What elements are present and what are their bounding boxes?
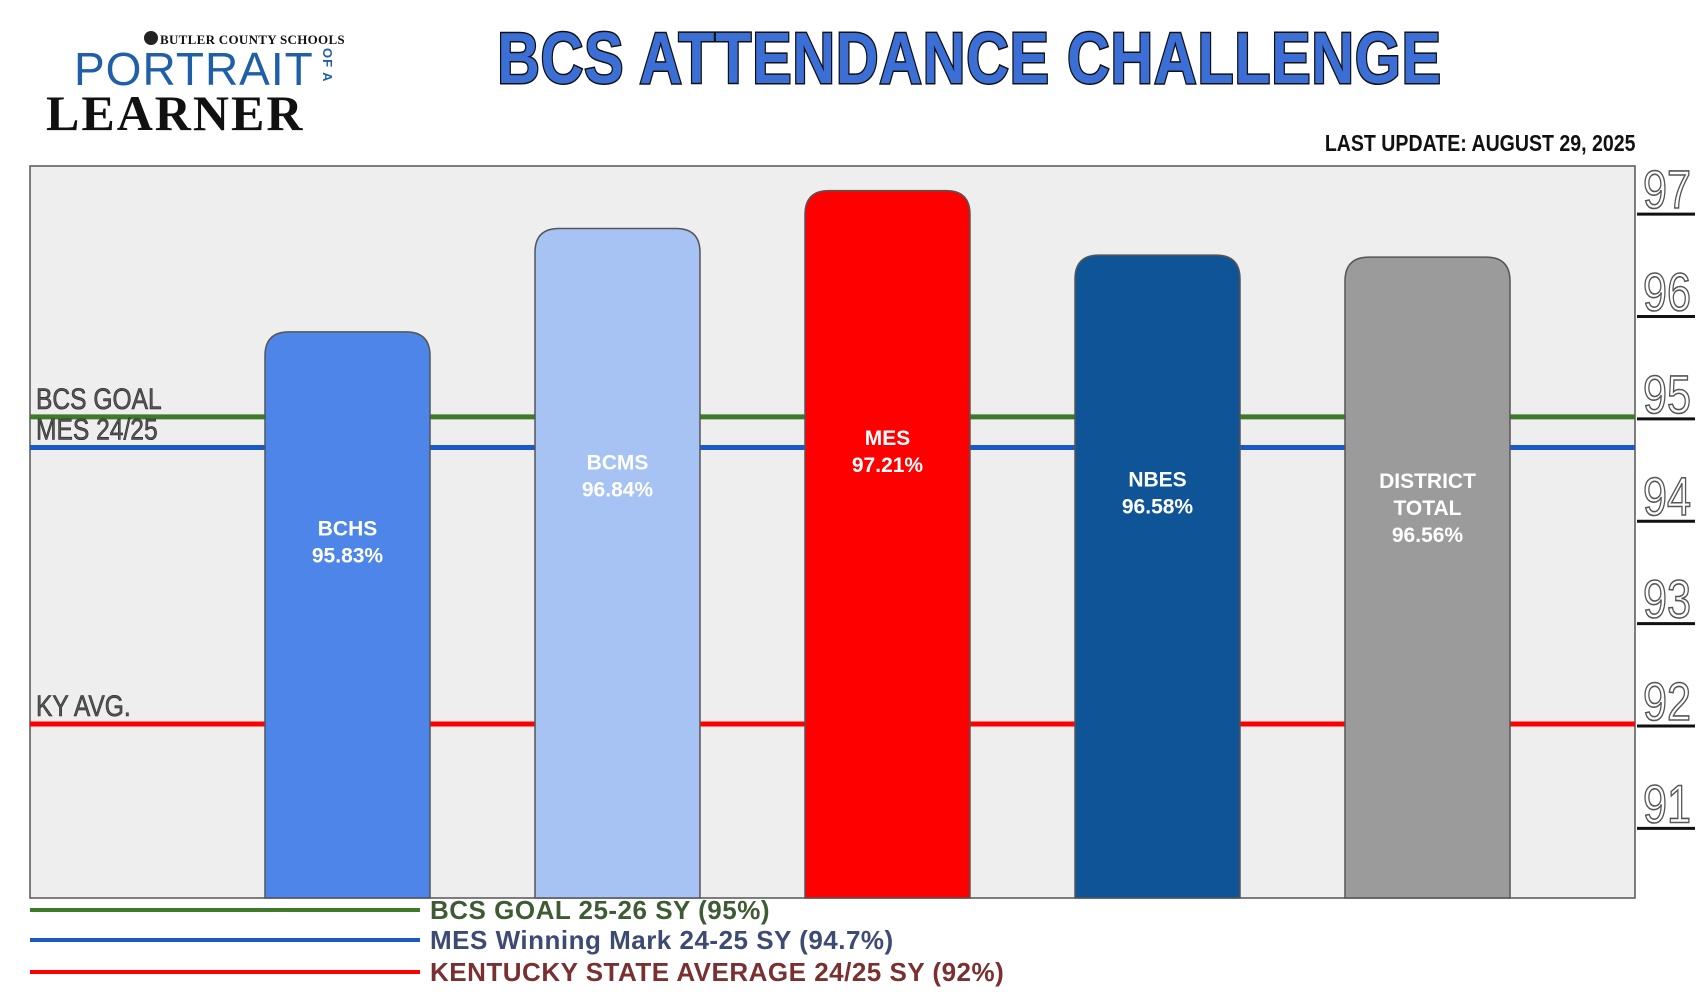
legend-line-mes — [30, 938, 420, 942]
legend: BCS GOAL 25-26 SY (95%) MES Winning Mark… — [30, 895, 1330, 995]
school-seal-icon — [144, 31, 158, 45]
bar-category-label-2-0: MES — [865, 427, 911, 450]
legend-text-mes: MES Winning Mark 24-25 SY (94.7%) — [430, 925, 894, 955]
bar-category-label-1-0: BCMS — [587, 451, 649, 474]
bar-value-label-1: 96.84% — [582, 478, 654, 501]
bar-4 — [1344, 256, 1511, 899]
y-tick-label-3: 94 — [1643, 468, 1691, 528]
legend-item-mes: MES Winning Mark 24-25 SY (94.7%) — [30, 925, 1330, 955]
legend-text-goal: BCS GOAL 25-26 SY (95%) — [430, 895, 770, 925]
logo-of-a: OF A — [320, 48, 335, 83]
legend-line-ky — [30, 970, 420, 974]
legend-item-goal: BCS GOAL 25-26 SY (95%) — [30, 895, 1330, 925]
reference-label-2: KY AVG. — [36, 689, 131, 723]
logo-learner: LEARNER — [46, 85, 305, 141]
bar-1 — [534, 227, 701, 899]
y-tick-label-5: 92 — [1643, 672, 1691, 732]
last-update: LAST UPDATE: AUGUST 29, 2025 — [1325, 130, 1636, 156]
bar-value-label-0: 95.83% — [312, 545, 384, 568]
logo-portrait: PORTRAIT — [74, 43, 314, 95]
chart-title: BCS ATTENDANCE CHALLENGE — [496, 18, 1442, 101]
y-tick-label-0: 97 — [1643, 161, 1691, 221]
legend-line-goal — [30, 908, 420, 912]
logo-org-name: BUTLER COUNTY SCHOOLS — [160, 32, 345, 47]
portrait-of-a-learner-logo: BUTLER COUNTY SCHOOLS PORTRAIT OF A LEAR… — [40, 28, 345, 141]
bar-0 — [264, 331, 431, 899]
reference-label-0: BCS GOAL — [36, 381, 162, 415]
legend-text-ky: KENTUCKY STATE AVERAGE 24/25 SY (92%) — [430, 957, 1005, 987]
bar-category-label-4-0: DISTRICT — [1379, 470, 1476, 493]
bar-category-label-3-0: NBES — [1128, 469, 1186, 492]
y-tick-label-6: 91 — [1643, 775, 1691, 835]
bar-category-label-4-1: TOTAL — [1393, 497, 1461, 520]
y-tick-label-2: 95 — [1643, 365, 1691, 425]
bar-value-label-3: 96.58% — [1122, 496, 1194, 519]
bar-2 — [804, 189, 971, 899]
legend-item-ky: KENTUCKY STATE AVERAGE 24/25 SY (92%) — [30, 957, 1330, 987]
reference-label-1: MES 24/25 — [36, 412, 158, 446]
bar-category-label-0-0: BCHS — [318, 518, 378, 541]
bar-value-label-2: 97.21% — [852, 454, 924, 477]
bar-value-label-4: 96.56% — [1392, 524, 1464, 547]
y-tick-label-4: 93 — [1643, 570, 1691, 630]
y-tick-label-1: 96 — [1643, 263, 1691, 323]
bar-3 — [1074, 254, 1241, 899]
